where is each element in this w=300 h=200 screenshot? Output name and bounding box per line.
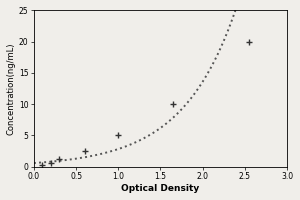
X-axis label: Optical Density: Optical Density xyxy=(121,184,200,193)
Y-axis label: Concentration(ng/mL): Concentration(ng/mL) xyxy=(7,42,16,135)
